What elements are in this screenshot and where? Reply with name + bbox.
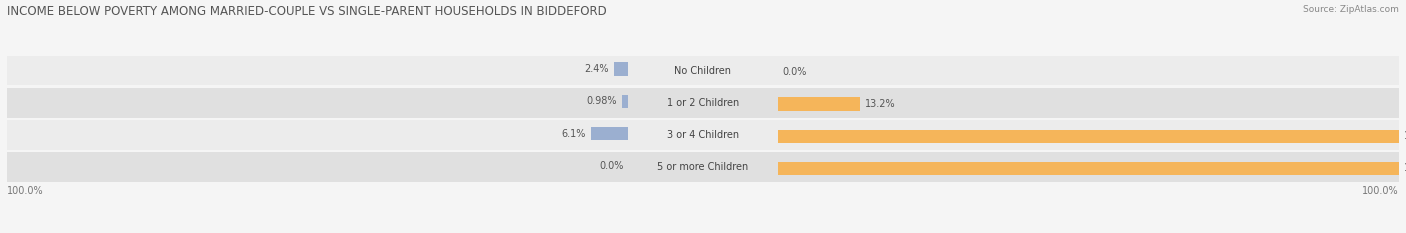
Bar <box>7 120 1399 150</box>
Text: 100.0%: 100.0% <box>1362 186 1399 196</box>
Bar <box>7 88 1399 117</box>
Text: 5 or more Children: 5 or more Children <box>658 162 748 172</box>
Bar <box>7 152 1399 182</box>
Text: 100.0%: 100.0% <box>1405 131 1406 141</box>
Text: 13.2%: 13.2% <box>865 99 896 109</box>
Text: 3 or 4 Children: 3 or 4 Children <box>666 130 740 140</box>
Bar <box>7 56 1399 85</box>
Text: 6.1%: 6.1% <box>561 129 585 139</box>
Text: 0.0%: 0.0% <box>599 161 623 171</box>
Bar <box>778 130 1399 143</box>
Bar <box>778 162 1399 175</box>
Bar <box>613 62 628 76</box>
Bar <box>623 95 628 108</box>
Bar <box>778 97 859 111</box>
Text: 1 or 2 Children: 1 or 2 Children <box>666 98 740 108</box>
Text: No Children: No Children <box>675 65 731 75</box>
Bar <box>591 127 628 140</box>
Text: Source: ZipAtlas.com: Source: ZipAtlas.com <box>1303 5 1399 14</box>
Text: 2.4%: 2.4% <box>583 64 609 74</box>
Text: 0.98%: 0.98% <box>586 96 617 106</box>
Text: INCOME BELOW POVERTY AMONG MARRIED-COUPLE VS SINGLE-PARENT HOUSEHOLDS IN BIDDEFO: INCOME BELOW POVERTY AMONG MARRIED-COUPL… <box>7 5 607 18</box>
Text: 100.0%: 100.0% <box>7 186 44 196</box>
Text: 0.0%: 0.0% <box>783 67 807 77</box>
Text: 100.0%: 100.0% <box>1405 163 1406 173</box>
